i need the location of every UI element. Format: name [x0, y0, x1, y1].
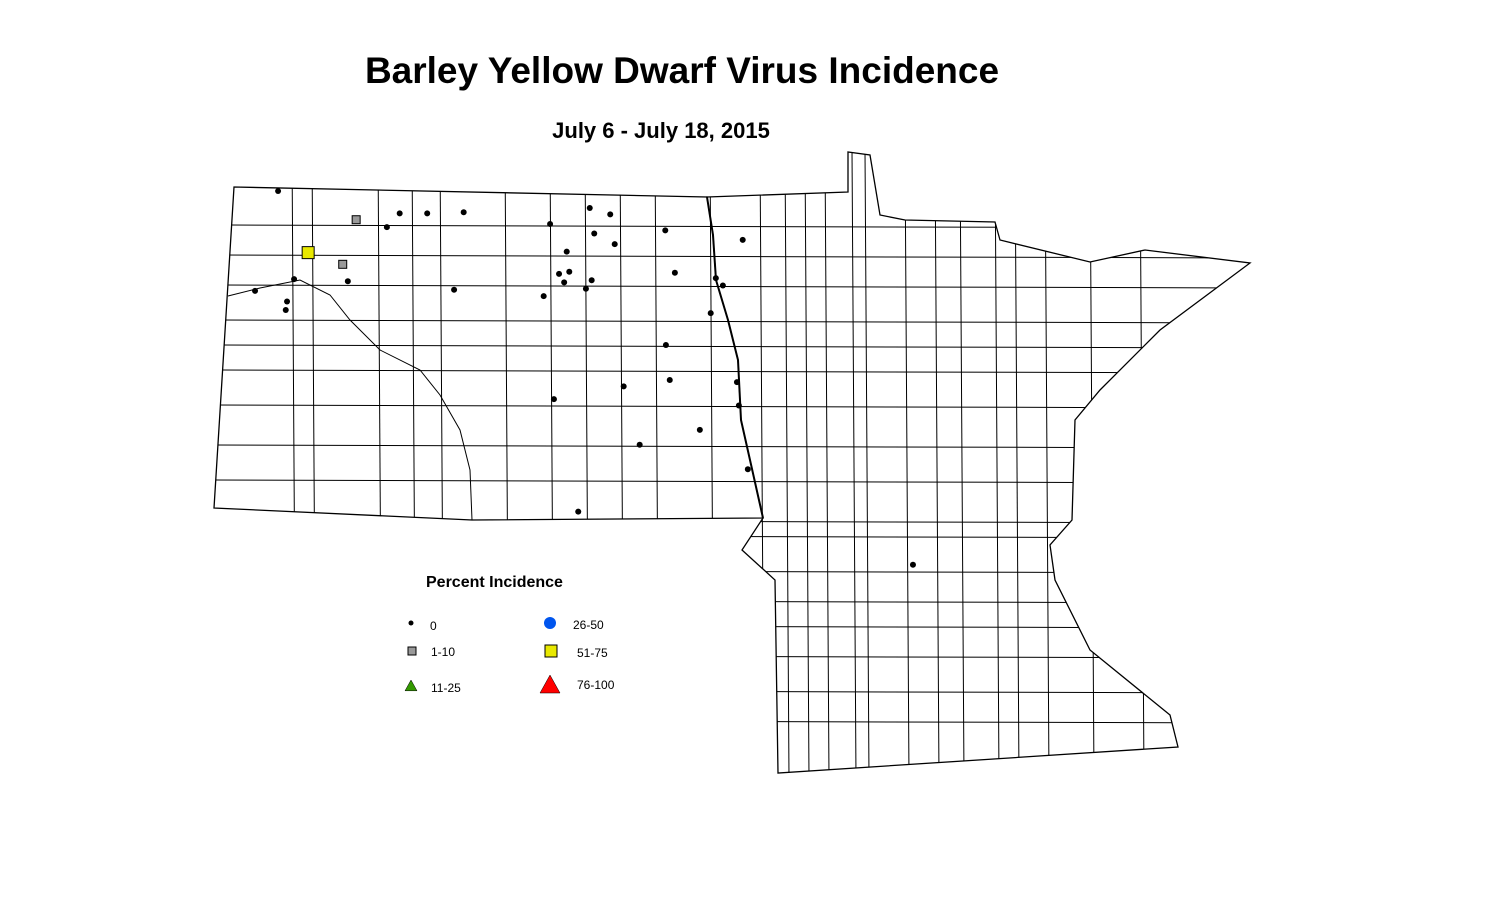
county-boundaries: [214, 152, 1250, 773]
missouri-river: [227, 279, 473, 521]
legend-symbol-11-25: [404, 679, 418, 692]
sample-site-marker: [540, 293, 547, 300]
sample-site-marker: [744, 466, 751, 473]
sample-site-marker: [909, 561, 916, 568]
sample-site-marker: [396, 210, 403, 217]
sample-site-marker: [636, 441, 643, 448]
map-title: Barley Yellow Dwarf Virus Incidence: [364, 50, 1000, 91]
sample-site-marker: [735, 402, 742, 409]
sample-site-marker: [620, 383, 627, 390]
sample-site-marker: [696, 426, 703, 433]
legend-label-26-50: 26-50: [573, 618, 604, 632]
sample-site-marker: [424, 210, 431, 217]
sample-site-marker: [344, 278, 351, 285]
sample-site-marker: [712, 275, 719, 282]
sample-site-marker: [338, 259, 348, 269]
sample-site-marker: [666, 377, 673, 384]
sample-site-marker: [301, 246, 315, 260]
legend-symbol-0: [408, 620, 414, 626]
sample-site-marker: [275, 188, 282, 195]
sample-site-marker: [563, 248, 570, 255]
sample-site-marker: [291, 276, 298, 283]
legend-label-11-25: 11-25: [431, 681, 461, 695]
sample-site-marker: [460, 209, 467, 216]
sample-site-marker: [582, 285, 589, 292]
sample-site-marker: [719, 282, 726, 289]
sample-site-marker: [383, 224, 390, 231]
legend-symbol-51-75: [544, 644, 558, 658]
legend-symbol-1-10: [407, 646, 417, 656]
legend-label-0: 0: [430, 619, 437, 633]
sample-site-marker: [586, 205, 593, 212]
sample-site-marker: [591, 230, 598, 237]
sample-site-marker: [733, 379, 740, 386]
sample-site-marker: [739, 236, 746, 243]
map-subtitle: July 6 - July 18, 2015: [552, 118, 770, 143]
sample-sites: [252, 188, 916, 568]
legend-label-51-75: 51-75: [577, 646, 608, 660]
sample-site-marker: [252, 287, 259, 294]
sample-site-marker: [556, 270, 563, 277]
sample-site-marker: [707, 310, 714, 317]
sample-site-marker: [566, 268, 573, 275]
sample-site-marker: [284, 298, 291, 305]
legend-symbols: [404, 617, 561, 694]
sample-site-marker: [547, 220, 554, 227]
legend-title: Percent Incidence: [426, 574, 563, 591]
red-river: [706, 196, 764, 519]
legend-label-76-100: 76-100: [577, 678, 615, 692]
sample-site-marker: [561, 279, 568, 286]
sample-site-marker: [611, 241, 618, 248]
legend-label-1-10: 1-10: [431, 645, 456, 659]
north-dakota-outline: [213, 186, 764, 521]
sample-site-marker: [588, 277, 595, 284]
sample-site-marker: [671, 269, 678, 276]
sample-site-marker: [282, 306, 289, 313]
sample-site-marker: [550, 396, 557, 403]
sample-site-marker: [451, 286, 458, 293]
sample-site-marker: [607, 211, 614, 218]
legend-symbol-26-50: [544, 617, 556, 629]
legend-symbol-76-100: [539, 674, 561, 694]
sample-site-marker: [662, 227, 669, 234]
sample-site-marker: [351, 215, 361, 225]
sample-site-marker: [662, 341, 669, 348]
sample-site-marker: [575, 508, 582, 515]
